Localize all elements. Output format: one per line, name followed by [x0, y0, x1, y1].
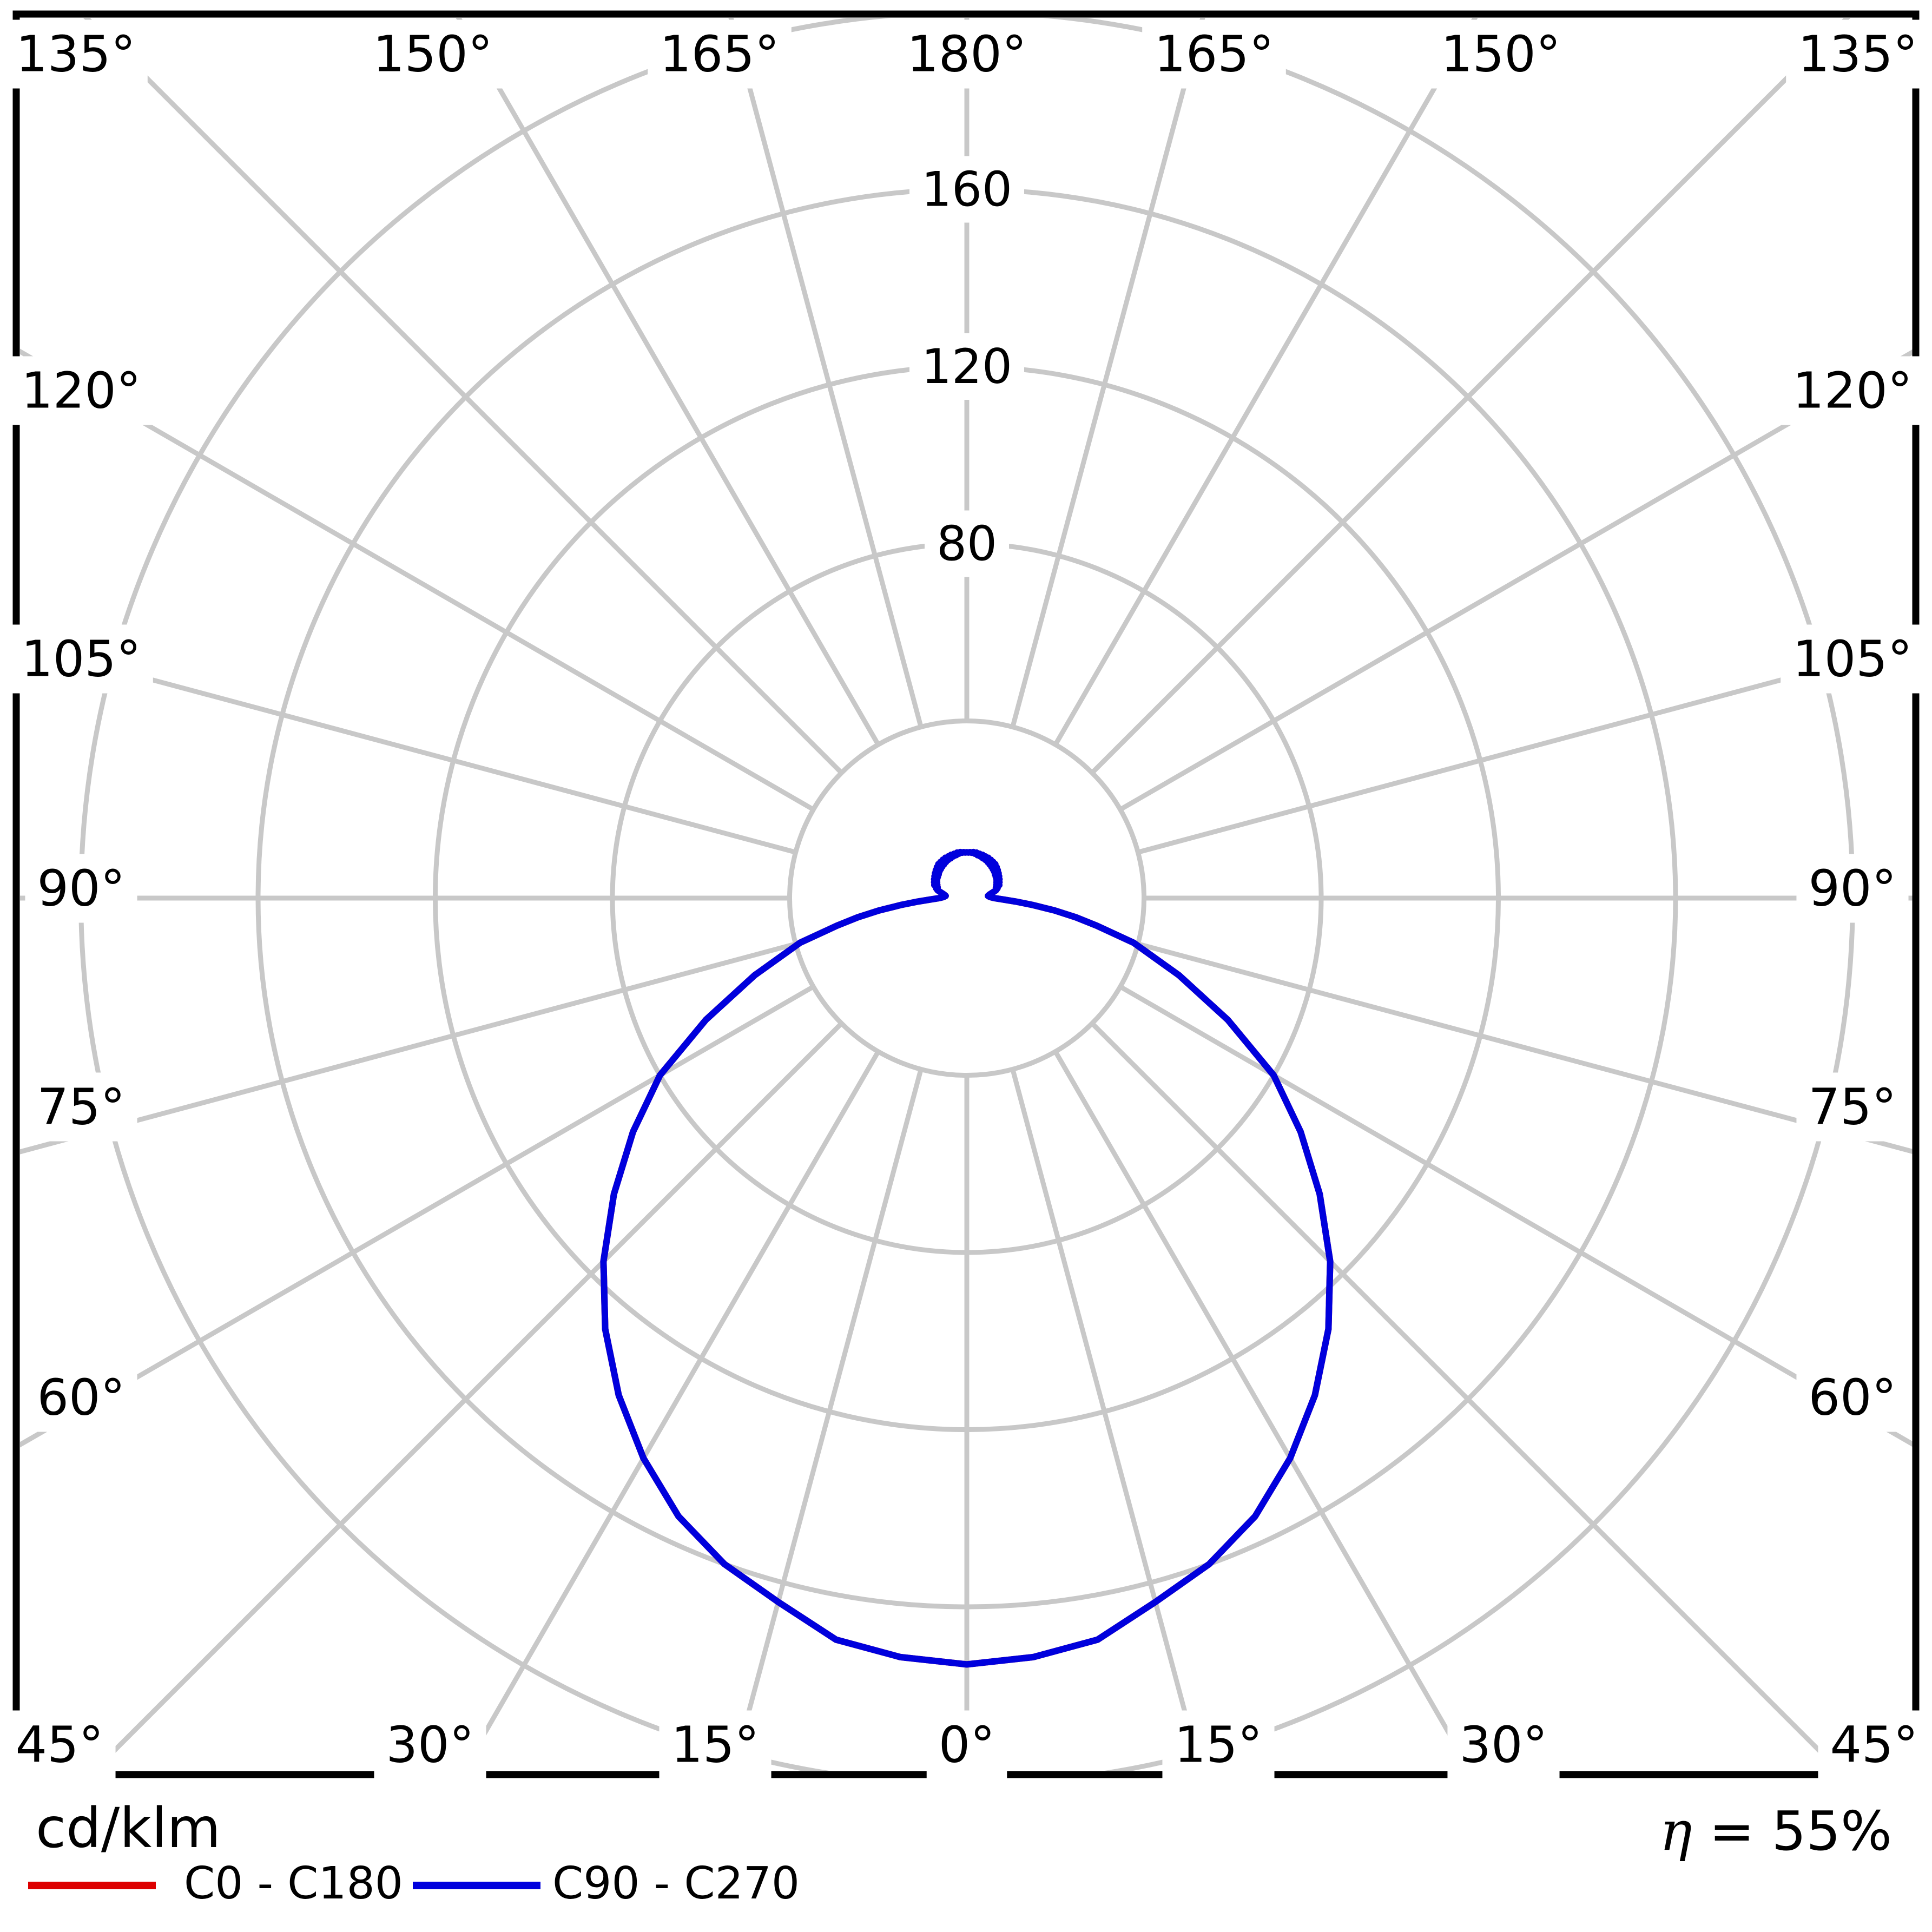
- ring-labels: 80 120 160: [909, 156, 1024, 577]
- svg-text:15°: 15°: [1174, 1716, 1262, 1774]
- svg-text:105°: 105°: [1792, 630, 1913, 688]
- angle-label-left-4: 60°: [25, 1363, 137, 1432]
- angle-label-left-2: 90°: [25, 854, 137, 923]
- grid-spoke-330: [460, 1050, 881, 1771]
- grid-spoke-240: [20, 348, 815, 812]
- grid-spoke-75: [1137, 941, 1913, 1155]
- angle-label-top-0: 135°: [4, 19, 148, 89]
- grid-spoke-165: [1010, 18, 1205, 728]
- angle-label-right-4: 60°: [1796, 1363, 1909, 1432]
- angle-label-bottom-4: 15°: [1162, 1710, 1275, 1779]
- grid-spoke-15: [1010, 1069, 1203, 1771]
- grid-spoke-60: [1119, 984, 1913, 1447]
- grid-spoke-345: [730, 1069, 924, 1771]
- svg-text:160: 160: [921, 162, 1012, 217]
- svg-text:165°: 165°: [660, 25, 780, 83]
- curve-C90-C270: [600, 848, 1334, 1668]
- efficiency-label: η = 55%: [1659, 1799, 1892, 1863]
- grid-spoke-30: [1053, 1050, 1474, 1771]
- svg-text:45°: 45°: [15, 1716, 103, 1774]
- angle-label-top-6: 135°: [1786, 19, 1930, 89]
- svg-text:105°: 105°: [21, 630, 141, 688]
- angle-label-left-1: 105°: [9, 624, 153, 694]
- svg-text:180°: 180°: [907, 25, 1027, 83]
- angle-label-bottom-5: 30°: [1447, 1710, 1560, 1779]
- angle-label-top-2: 165°: [648, 19, 792, 89]
- angle-label-bottom-0: 45°: [3, 1710, 116, 1779]
- angle-label-left-0: 120°: [9, 356, 153, 425]
- grid-spoke-120: [1119, 349, 1913, 812]
- svg-text:120°: 120°: [1792, 362, 1913, 420]
- angle-label-right-3: 75°: [1796, 1072, 1909, 1142]
- svg-text:135°: 135°: [1798, 25, 1918, 83]
- legend-swatch-c90-c270: [413, 1882, 540, 1889]
- svg-text:120: 120: [921, 339, 1012, 394]
- ldc-curves: [600, 848, 1334, 1668]
- grid-spoke-150: [1053, 18, 1478, 746]
- svg-text:75°: 75°: [1808, 1078, 1896, 1136]
- svg-text:80: 80: [937, 516, 997, 572]
- svg-text:60°: 60°: [1808, 1369, 1896, 1427]
- svg-text:135°: 135°: [16, 25, 136, 83]
- ring-label-160: 160: [909, 156, 1024, 223]
- svg-text:90°: 90°: [37, 860, 125, 918]
- svg-text:30°: 30°: [386, 1716, 474, 1774]
- grid-spoke-300: [20, 984, 815, 1448]
- angle-label-left-3: 75°: [25, 1072, 137, 1142]
- angle-label-top-4: 165°: [1142, 19, 1286, 89]
- radial-units-label: cd/klm: [36, 1796, 221, 1861]
- angle-label-right-0: 120°: [1781, 356, 1924, 425]
- angle-label-bottom-1: 30°: [374, 1710, 486, 1779]
- legend-label-c0-c180: C0 - C180: [184, 1858, 403, 1909]
- svg-text:60°: 60°: [37, 1369, 125, 1427]
- grid-spoke-105: [1137, 642, 1913, 855]
- svg-text:120°: 120°: [21, 362, 141, 420]
- svg-text:150°: 150°: [1441, 25, 1561, 83]
- svg-text:165°: 165°: [1154, 25, 1274, 83]
- grid-spoke-255: [20, 642, 796, 855]
- angle-label-top-5: 150°: [1429, 19, 1573, 89]
- svg-text:75°: 75°: [37, 1078, 125, 1136]
- angle-label-bottom-2: 15°: [659, 1710, 772, 1779]
- angle-label-right-2: 90°: [1796, 854, 1909, 923]
- legend-swatch-c0-c180: [28, 1882, 156, 1889]
- eta-value: = 55%: [1692, 1799, 1892, 1863]
- angle-label-top-1: 150°: [361, 19, 505, 89]
- grid-spoke-210: [456, 18, 881, 746]
- svg-text:15°: 15°: [671, 1716, 759, 1774]
- angle-label-bottom-6: 45°: [1818, 1710, 1930, 1779]
- ring-label-80: 80: [925, 510, 1009, 577]
- eta-symbol: η: [1659, 1799, 1692, 1863]
- legend-label-c90-c270: C90 - C270: [552, 1858, 800, 1909]
- grid-spoke-285: [20, 941, 796, 1155]
- svg-text:150°: 150°: [373, 25, 493, 83]
- angle-label-right-1: 105°: [1781, 624, 1924, 694]
- grid-spoke-315: [90, 1021, 843, 1771]
- ring-label-120: 120: [909, 333, 1024, 400]
- svg-text:90°: 90°: [1808, 860, 1896, 918]
- svg-text:30°: 30°: [1459, 1716, 1547, 1774]
- grid-spoke-45: [1090, 1021, 1843, 1771]
- grid-spoke-195: [728, 18, 924, 728]
- angle-labels: 135° 150° 165° 180° 165° 150° 135° 45° 30° 15° 0° 1…: [3, 19, 1930, 1779]
- angle-label-top-3: 180°: [895, 19, 1039, 89]
- svg-text:45°: 45°: [1830, 1716, 1918, 1774]
- angle-label-bottom-3: 0°: [926, 1710, 1007, 1779]
- svg-text:0°: 0°: [939, 1716, 995, 1774]
